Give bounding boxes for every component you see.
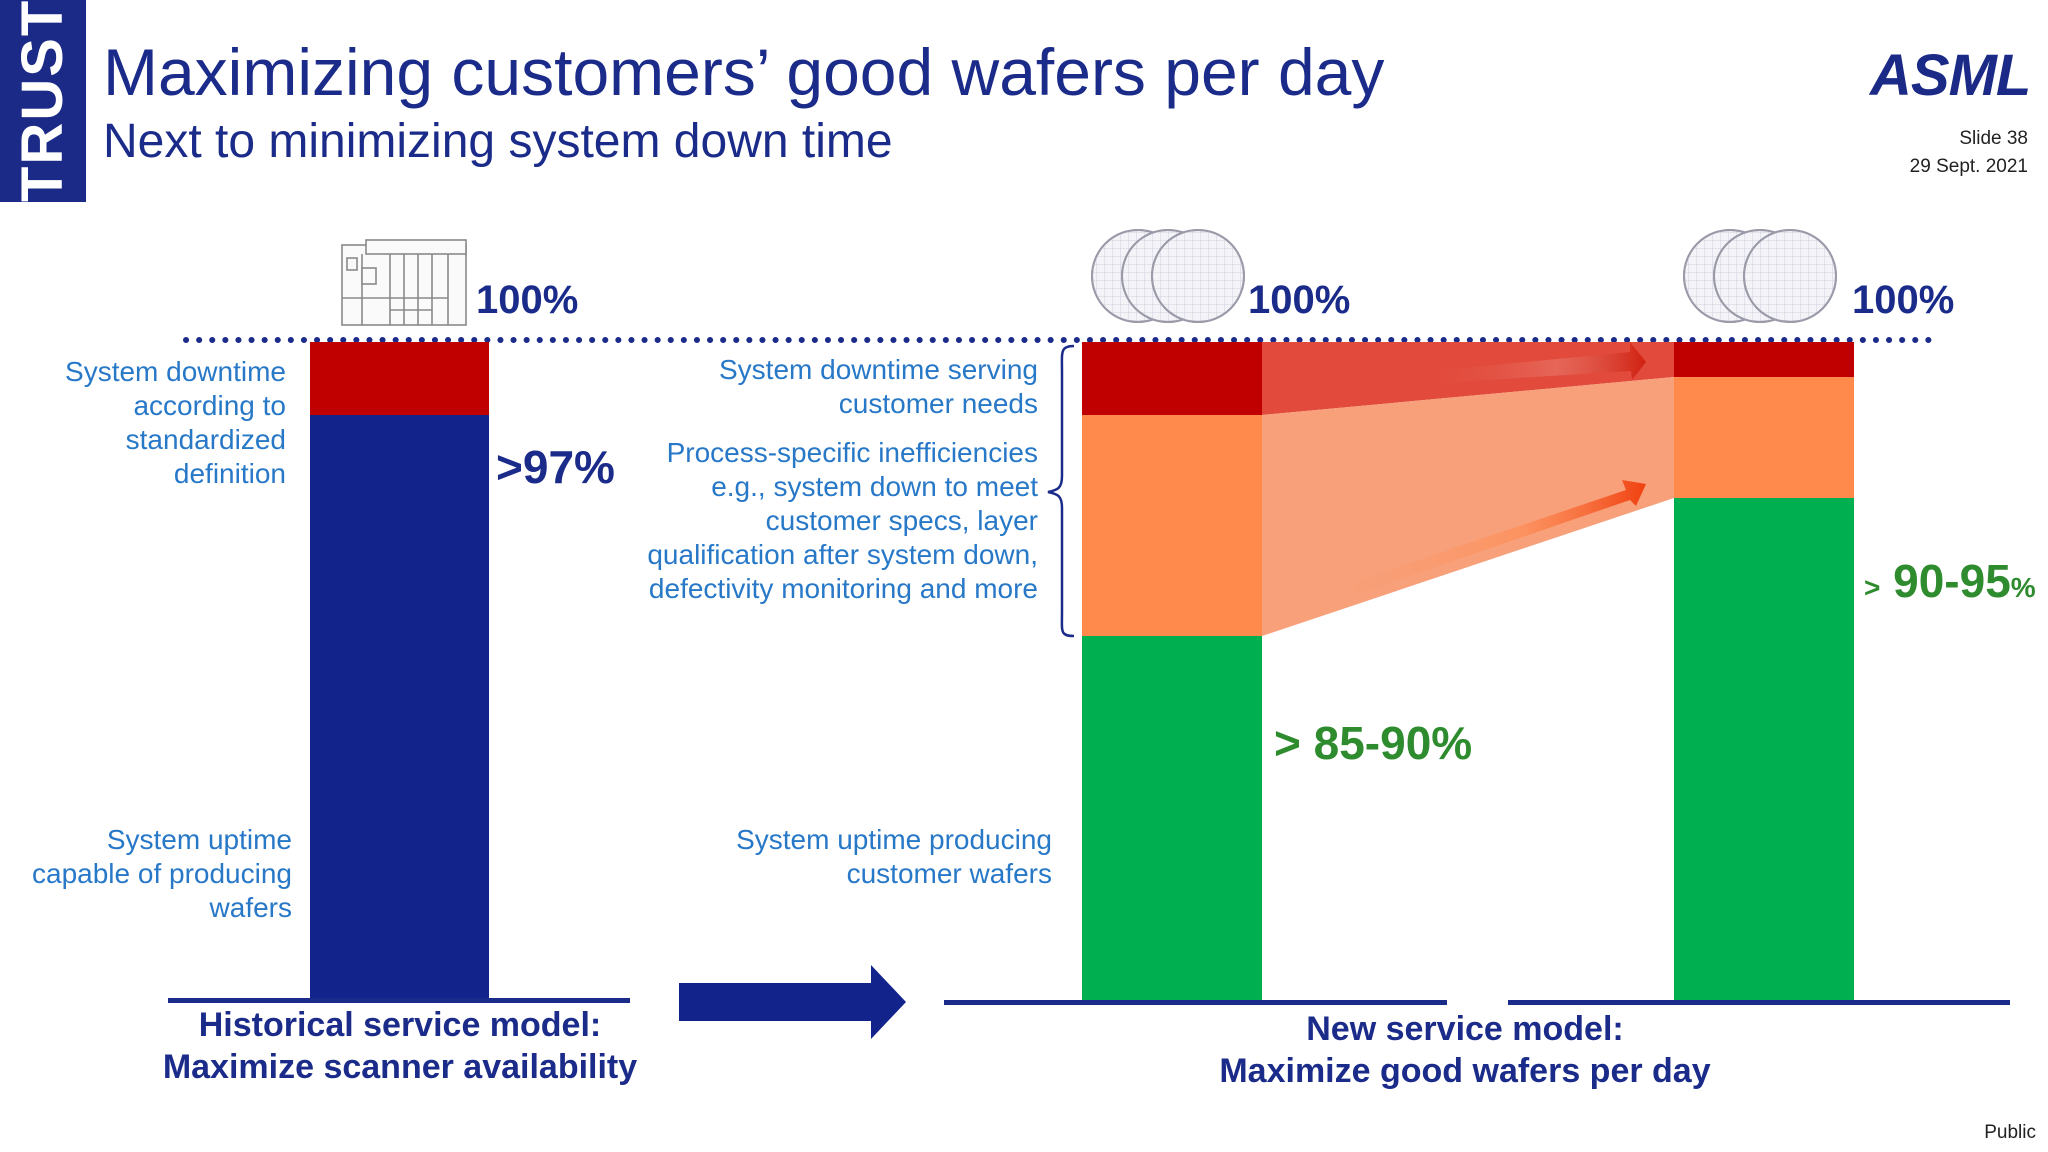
asml-logo: ASML <box>1870 43 2031 108</box>
historical-model-line1: Historical service model: <box>198 1006 602 1044</box>
historical-uptime-pct: >97% <box>496 441 615 493</box>
scanner-machine-icon <box>341 239 467 326</box>
slide-date: 29 Sept. 2021 <box>1909 156 2028 177</box>
bar1-downtime-segment <box>1082 342 1262 415</box>
bar2-downtime-segment <box>1674 342 1854 377</box>
historical-bar <box>310 342 489 998</box>
inefficiency-flow-band <box>1262 377 1674 636</box>
bar2-pct-prefix: > <box>1864 572 1881 603</box>
bar2-pct-value: 90-95 <box>1893 555 2011 607</box>
slide-title: Maximizing customers’ good wafers per da… <box>103 35 1385 109</box>
wafer-stack-icon <box>1091 229 1245 323</box>
slide-subtitle: Next to minimizing system down time <box>103 115 893 168</box>
historical-uptime-label: System uptime capable of producing wafer… <box>32 824 292 923</box>
classification-label: Public <box>1984 1122 2036 1143</box>
new-model-line2: Maximize good wafers per day <box>1219 1052 1711 1090</box>
bar2-top-pct: 100% <box>1852 278 1955 322</box>
inefficiency-label: Process-specific inefficiencies e.g., sy… <box>647 437 1038 604</box>
new-model-bar-1 <box>1082 342 1262 1000</box>
new-model-bar-2 <box>1674 342 1854 1000</box>
transition-arrow-icon <box>679 965 906 1039</box>
bar1-top-pct: 100% <box>1248 278 1351 322</box>
bar1-inefficiency-segment <box>1082 415 1262 636</box>
historical-top-pct: 100% <box>476 278 579 322</box>
baseline-new-1 <box>944 1000 1447 1005</box>
bar2-uptime-segment <box>1674 498 1854 1000</box>
bar1-uptime-pct: > 85-90% <box>1274 717 1473 769</box>
new-model-line1: New service model: <box>1306 1010 1624 1048</box>
historical-downtime-label: System downtime according to standardize… <box>65 356 286 489</box>
historical-downtime-segment <box>310 342 489 415</box>
historical-uptime-segment <box>310 415 489 998</box>
baseline-historical <box>168 998 630 1003</box>
bar2-inefficiency-segment <box>1674 377 1854 498</box>
historical-model-line2: Maximize scanner availability <box>162 1048 638 1086</box>
new-model-caption: New service model: Maximize good wafers … <box>1160 1008 1770 1092</box>
new-uptime-label: System uptime producing customer wafers <box>736 824 1052 889</box>
baseline-new-2 <box>1508 1000 2010 1005</box>
process-bracket <box>1047 344 1075 638</box>
slide-number: Slide 38 <box>1959 128 2028 149</box>
new-downtime-label: System downtime serving customer needs <box>718 354 1038 419</box>
trust-side-tab: TRUST <box>0 0 86 202</box>
historical-model-caption: Historical service model: Maximize scann… <box>140 1004 660 1088</box>
downtime-reduction-arrow <box>1420 342 1646 384</box>
bar2-uptime-pct: > 90-95% <box>1864 554 2036 608</box>
bar2-pct-suffix: % <box>2010 572 2036 603</box>
wafer-stack-icon <box>1683 229 1837 323</box>
bar1-uptime-segment <box>1082 636 1262 1000</box>
inefficiency-reduction-arrow <box>1330 480 1646 602</box>
